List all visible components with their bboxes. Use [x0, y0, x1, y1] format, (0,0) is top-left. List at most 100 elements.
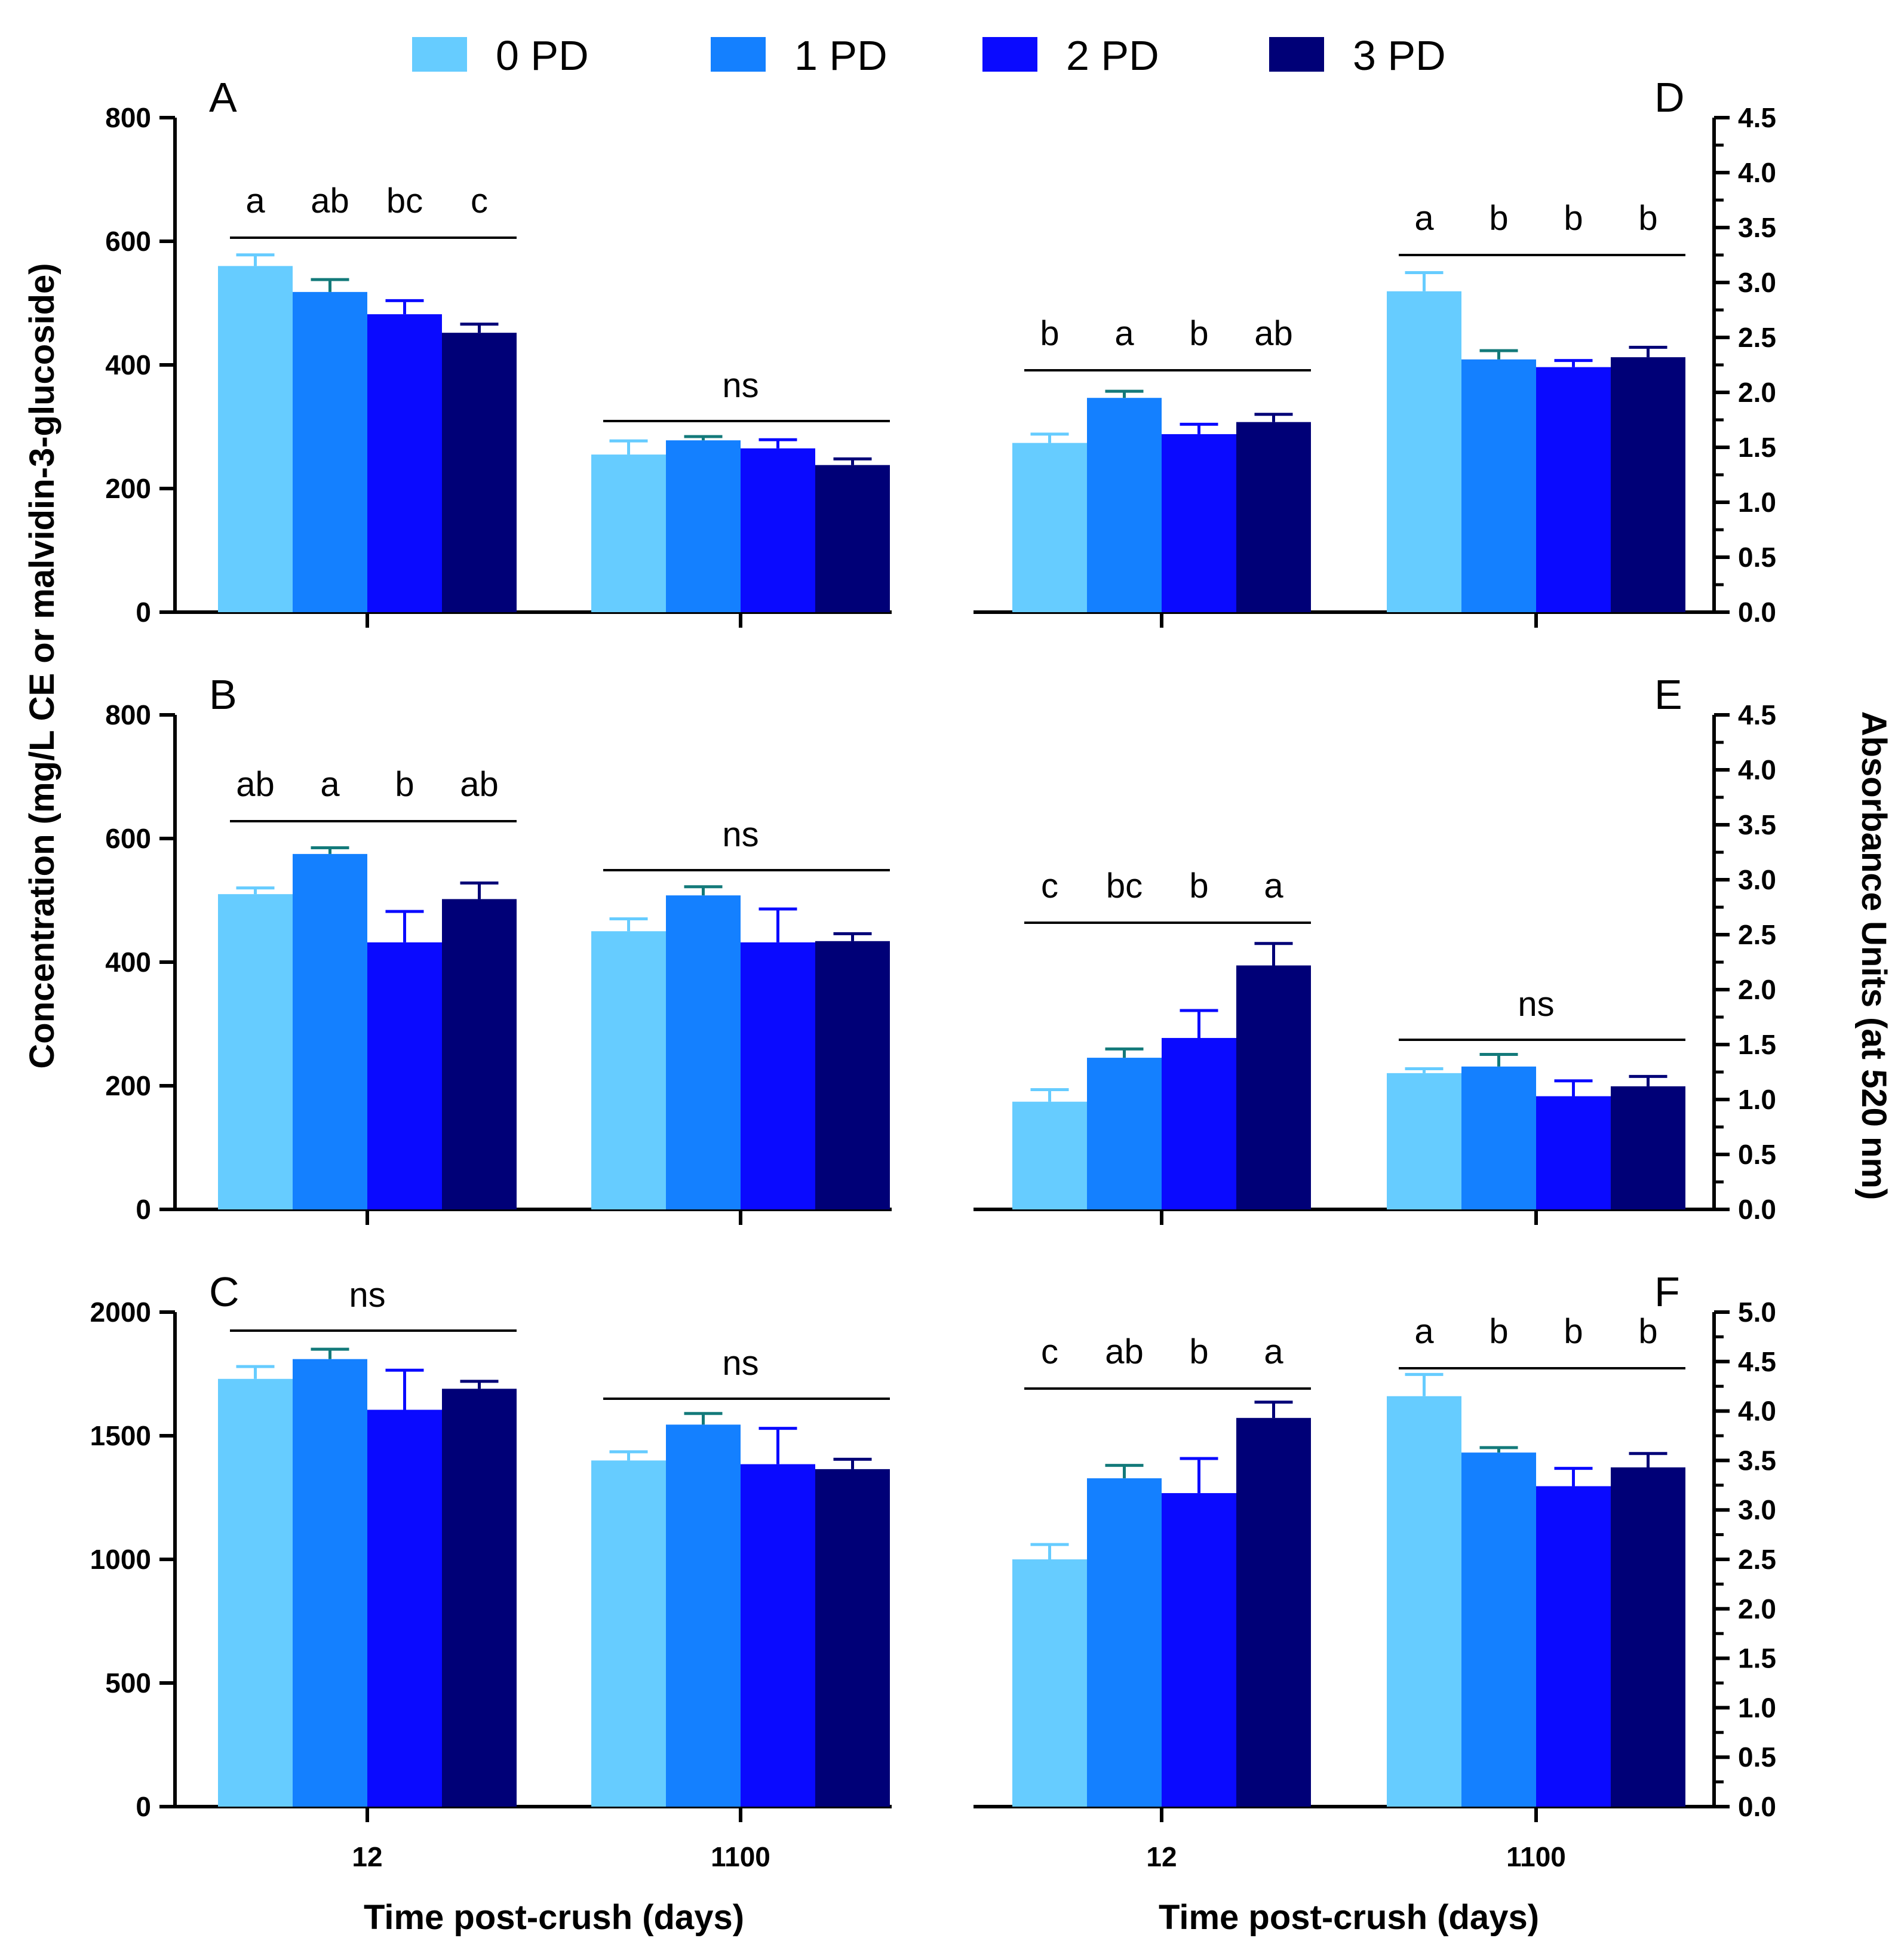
panel-f-bar-12-0pd	[1012, 1559, 1087, 1807]
panel-d-bar-12-2pd	[1162, 434, 1236, 612]
panel-b-letter-12-1pd: a	[320, 765, 340, 804]
panel-d-bar-1100-3pd	[1611, 357, 1685, 612]
panel-b-bar-1100-2pd	[741, 942, 815, 1209]
panel-f-y-tick-label: 4.0	[1738, 1396, 1776, 1427]
panel-b-y-tick-label: 400	[105, 947, 151, 978]
panel-f-y-tick-label: 3.0	[1738, 1494, 1776, 1525]
legend-swatch-2pd	[982, 37, 1037, 72]
panel-d-y-tick-label: 1.5	[1738, 432, 1776, 463]
panel-d-y-tick-label: 3.5	[1738, 212, 1776, 243]
panel-e-letter-12-0pd: c	[1041, 867, 1058, 905]
panel-c-bar-12-0pd	[218, 1378, 293, 1807]
legend-label-3pd: 3 PD	[1353, 32, 1446, 79]
y-axis-title-left: Concentration (mg/L CE or malvidin-3-glu…	[23, 263, 62, 1068]
panel-b-bar-1100-3pd	[815, 941, 890, 1209]
panel-c-y-tick-label: 0	[136, 1791, 151, 1822]
panel-d-y-tick-label: 3.0	[1738, 267, 1776, 298]
panel-e-y-tick-label: 3.5	[1738, 809, 1776, 840]
panel-a-bar-12-3pd	[442, 333, 517, 612]
panel-a-label: A	[209, 74, 237, 121]
panel-b-bar-12-1pd	[293, 853, 367, 1209]
panel-c-x-tick-label: 1100	[711, 1841, 770, 1872]
panel-b-bar-1100-1pd	[666, 895, 741, 1209]
panel-a-bar-1100-1pd	[666, 440, 741, 612]
panel-c-x-axis-title: Time post-crush (days)	[364, 1898, 744, 1937]
panel-d-letter-12-0pd: b	[1040, 314, 1059, 353]
panel-c-y-tick-label: 1000	[90, 1544, 151, 1575]
panel-f-bar-1100-3pd	[1611, 1467, 1685, 1807]
panel-a-y-tick-label: 600	[105, 226, 151, 257]
panel-c-label: C	[209, 1269, 239, 1315]
panel-b-bar-12-0pd	[218, 894, 293, 1209]
panel-f-x-tick-label: 1100	[1506, 1841, 1566, 1872]
panel-c-bar-1100-1pd	[666, 1424, 741, 1807]
panel-d-bar-12-0pd	[1012, 443, 1087, 612]
panel-f-bar-1100-2pd	[1536, 1486, 1611, 1807]
panel-a-y-tick-label: 200	[105, 473, 151, 504]
panel-e-y-tick-label: 0.0	[1738, 1194, 1776, 1225]
panel-e-bar-1100-1pd	[1461, 1066, 1536, 1209]
panel-f-letter-1100-2pd: b	[1564, 1312, 1583, 1351]
panel-f-y-tick-label: 2.5	[1738, 1544, 1776, 1575]
panel-f-label: F	[1654, 1269, 1680, 1315]
panel-c-y-tick-label: 1500	[90, 1420, 151, 1451]
panel-a-bar-1100-2pd	[741, 448, 815, 612]
panel-e-bar-12-2pd	[1162, 1037, 1236, 1209]
panel-c-bar-1100-3pd	[815, 1469, 890, 1807]
panel-f-bar-12-3pd	[1236, 1418, 1311, 1807]
panel-b-bar-1100-0pd	[591, 931, 666, 1209]
legend-label-1pd: 1 PD	[794, 32, 887, 79]
legend-label-0pd: 0 PD	[496, 32, 589, 79]
legend: 0 PD 1 PD 2 PD 3 PD	[412, 32, 1446, 79]
panel-b-y-tick-label: 0	[136, 1194, 151, 1225]
panel-a-letter-12-2pd: bc	[386, 182, 423, 220]
panel-e-y-tick-label: 0.5	[1738, 1139, 1776, 1170]
panel-a-bar-12-2pd	[367, 314, 442, 612]
panel-e-y-tick-label: 2.0	[1738, 974, 1776, 1005]
panel-b-bar-12-2pd	[367, 942, 442, 1209]
panel-f-y-tick-label: 0.5	[1738, 1742, 1776, 1773]
panel-a-bar-12-0pd	[218, 266, 293, 612]
panel-c-bar-12-1pd	[293, 1359, 367, 1807]
panel-f-y-tick-label: 5.0	[1738, 1297, 1776, 1328]
panel-e-label: E	[1654, 671, 1682, 718]
panel-a-letter-12-0pd: a	[245, 182, 265, 220]
y-axis-title-right: Absorbance Units (at 520 nm)	[1854, 711, 1893, 1200]
panel-f-bar-1100-1pd	[1461, 1452, 1536, 1807]
panel-e-bar-1100-2pd	[1536, 1096, 1611, 1209]
panel-d-letter-12-2pd: b	[1189, 314, 1208, 353]
panel-f-y-tick-label: 1.5	[1738, 1643, 1776, 1674]
panel-b-y-tick-label: 600	[105, 823, 151, 854]
panel-a-y-tick-label: 400	[105, 349, 151, 380]
panel-c-bar-12-2pd	[367, 1409, 442, 1807]
panel-b-y-tick-label: 800	[105, 699, 151, 730]
panel-f-letter-1100-0pd: a	[1414, 1312, 1434, 1351]
panel-e-bar-12-1pd	[1087, 1058, 1162, 1209]
panel-a: A 0 200 400 600 800 a ab bc c ns	[105, 74, 892, 628]
panel-e-letter-12-3pd: a	[1264, 867, 1283, 905]
panel-c-x-tick-label: 12	[352, 1841, 382, 1872]
panel-f-x-tick-label: 12	[1146, 1841, 1177, 1872]
panel-a-y-tick-label: 800	[105, 102, 151, 133]
panel-e-y-tick-label: 1.0	[1738, 1084, 1776, 1115]
panel-f-letter-1100-3pd: b	[1638, 1312, 1657, 1351]
panel-a-bar-1100-0pd	[591, 454, 666, 612]
panel-f-bar-1100-0pd	[1387, 1396, 1461, 1807]
panel-a-letter-12-1pd: ab	[311, 182, 349, 220]
panel-a-significance-1100: ns	[722, 366, 758, 405]
panel-b-y-tick-label: 200	[105, 1070, 151, 1101]
legend-swatch-0pd	[412, 37, 467, 72]
panel-c-significance-12: ns	[349, 1276, 385, 1315]
panel-d-letter-1100-1pd: b	[1489, 199, 1508, 238]
panel-d-y-tick-label: 4.5	[1738, 102, 1776, 133]
panel-d-bar-1100-2pd	[1536, 367, 1611, 612]
legend-label-2pd: 2 PD	[1066, 32, 1159, 79]
panel-e-y-tick-label: 3.0	[1738, 864, 1776, 895]
panel-e-y-tick-label: 4.0	[1738, 754, 1776, 785]
panel-c-bar-12-3pd	[442, 1389, 517, 1807]
panel-f-letter-12-1pd: ab	[1105, 1332, 1144, 1371]
panel-c-y-tick-label: 500	[105, 1667, 151, 1699]
panel-d-bar-12-3pd	[1236, 422, 1311, 612]
